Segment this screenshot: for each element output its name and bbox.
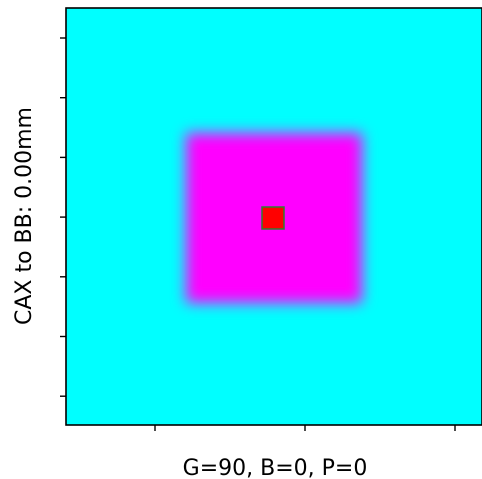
x-axis-ticks	[154, 425, 456, 431]
y-axis-label: CAX to BB: 0.00mm	[12, 107, 37, 325]
x-axis-label: G=90, B=0, P=0	[183, 456, 368, 479]
bb-marker	[261, 206, 285, 230]
y-axis-ticks	[60, 37, 66, 397]
plot-area	[65, 7, 482, 426]
